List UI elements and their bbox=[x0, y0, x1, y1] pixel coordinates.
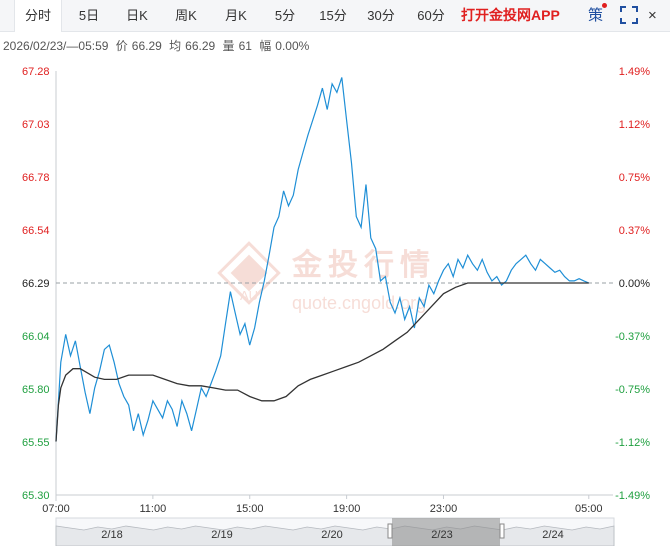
tab-monthly-k[interactable]: 月K bbox=[225, 8, 247, 23]
watermark-title: 金投行情 bbox=[291, 248, 436, 282]
tab-intraday[interactable]: 分时 bbox=[14, 0, 62, 32]
average-price-line bbox=[55, 282, 589, 442]
navigator-date-label: 2/19 bbox=[211, 529, 232, 541]
period-tab-bar: 分时 5日 日K 周K 月K 5分 15分 30分 60分 打开金投网APP 策… bbox=[0, 0, 670, 32]
y-tick-left: 65.55 bbox=[22, 437, 50, 449]
y-tick-right: 0.37% bbox=[619, 225, 650, 237]
navigator-date-label: 2/24 bbox=[542, 529, 563, 541]
chart-series bbox=[55, 77, 590, 442]
watermark-logo: AU bbox=[217, 241, 281, 305]
y-tick-right: 1.49% bbox=[619, 66, 650, 78]
quote-info-bar: 2026/02/23/—05:59 价 66.29 均 66.29 量 61 幅 0.0… bbox=[3, 37, 313, 54]
price-line bbox=[55, 77, 590, 442]
avg-value: 66.29 bbox=[185, 39, 216, 53]
time-navigator[interactable]: 2/18 2/19 2/20 2/23 2/24 bbox=[55, 517, 615, 546]
y-tick-right: -1.49% bbox=[615, 490, 650, 502]
x-tick-label: 05:00 bbox=[575, 503, 603, 515]
y-tick-left: 66.54 bbox=[22, 225, 50, 237]
y-tick-left: 66.04 bbox=[22, 331, 50, 343]
volume-label: 量 bbox=[222, 39, 235, 53]
y-tick-left: 65.80 bbox=[22, 384, 50, 396]
y-tick-left: 66.29 bbox=[22, 278, 50, 290]
x-tick-label: 15:00 bbox=[236, 503, 264, 515]
y-tick-right: 0.75% bbox=[619, 172, 650, 184]
price-label: 价 bbox=[115, 39, 128, 53]
x-tick-label: 19:00 bbox=[333, 503, 361, 515]
y-tick-right: -0.75% bbox=[615, 384, 650, 396]
tab-60-min[interactable]: 60分 bbox=[417, 8, 445, 23]
tab-30-min[interactable]: 30分 bbox=[367, 8, 395, 23]
watermark-logo-text: AU bbox=[240, 288, 258, 303]
y-tick-right: 1.12% bbox=[619, 119, 650, 131]
navigator-selection[interactable] bbox=[392, 518, 500, 546]
y-tick-right: -0.37% bbox=[615, 331, 650, 343]
change-value: 0.00% bbox=[275, 39, 310, 53]
y-tick-right: 0.00% bbox=[619, 278, 650, 290]
close-icon[interactable]: × bbox=[648, 7, 657, 24]
y-tick-right: -1.12% bbox=[615, 437, 650, 449]
navigator-date-label: 2/20 bbox=[321, 529, 342, 541]
x-tick-label: 07:00 bbox=[42, 503, 70, 515]
avg-label: 均 bbox=[169, 39, 182, 53]
volume-value: 61 bbox=[238, 39, 252, 53]
quote-datetime: 2026/02/23/—05:59 bbox=[3, 39, 109, 53]
fullscreen-icon[interactable] bbox=[620, 6, 638, 24]
tab-weekly-k[interactable]: 周K bbox=[175, 8, 197, 23]
navigator-left-handle[interactable] bbox=[387, 523, 393, 539]
watermark-url: quote.cngold.org bbox=[292, 293, 426, 313]
tab-5-min[interactable]: 5分 bbox=[274, 8, 296, 23]
change-label: 幅 bbox=[259, 39, 272, 53]
tab-15-min[interactable]: 15分 bbox=[319, 8, 347, 23]
strategy-button[interactable]: 策 bbox=[588, 7, 604, 24]
y-tick-left: 67.28 bbox=[22, 66, 50, 78]
x-tick-label: 11:00 bbox=[140, 503, 167, 515]
navigator-right-handle[interactable] bbox=[499, 523, 505, 539]
chart-axes: 67.28 1.49% 67.03 1.12% 66.78 0.75% 66.54 0.37%… bbox=[22, 66, 650, 515]
open-app-link[interactable]: 打开金投网APP bbox=[461, 7, 560, 23]
y-tick-left: 66.78 bbox=[22, 172, 50, 184]
navigator-date-label: 2/18 bbox=[101, 529, 122, 541]
tab-5-day[interactable]: 5日 bbox=[78, 8, 100, 23]
tab-daily-k[interactable]: 日K bbox=[126, 8, 148, 23]
y-tick-left: 67.03 bbox=[22, 119, 50, 131]
x-tick-label: 23:00 bbox=[430, 503, 458, 515]
navigator-date-label: 2/23 bbox=[431, 529, 452, 541]
price-value: 66.29 bbox=[131, 39, 162, 53]
watermark: AU 金投行情 quote.cngold.org bbox=[217, 241, 436, 313]
notification-dot bbox=[602, 3, 607, 8]
y-tick-left: 65.30 bbox=[22, 490, 50, 502]
